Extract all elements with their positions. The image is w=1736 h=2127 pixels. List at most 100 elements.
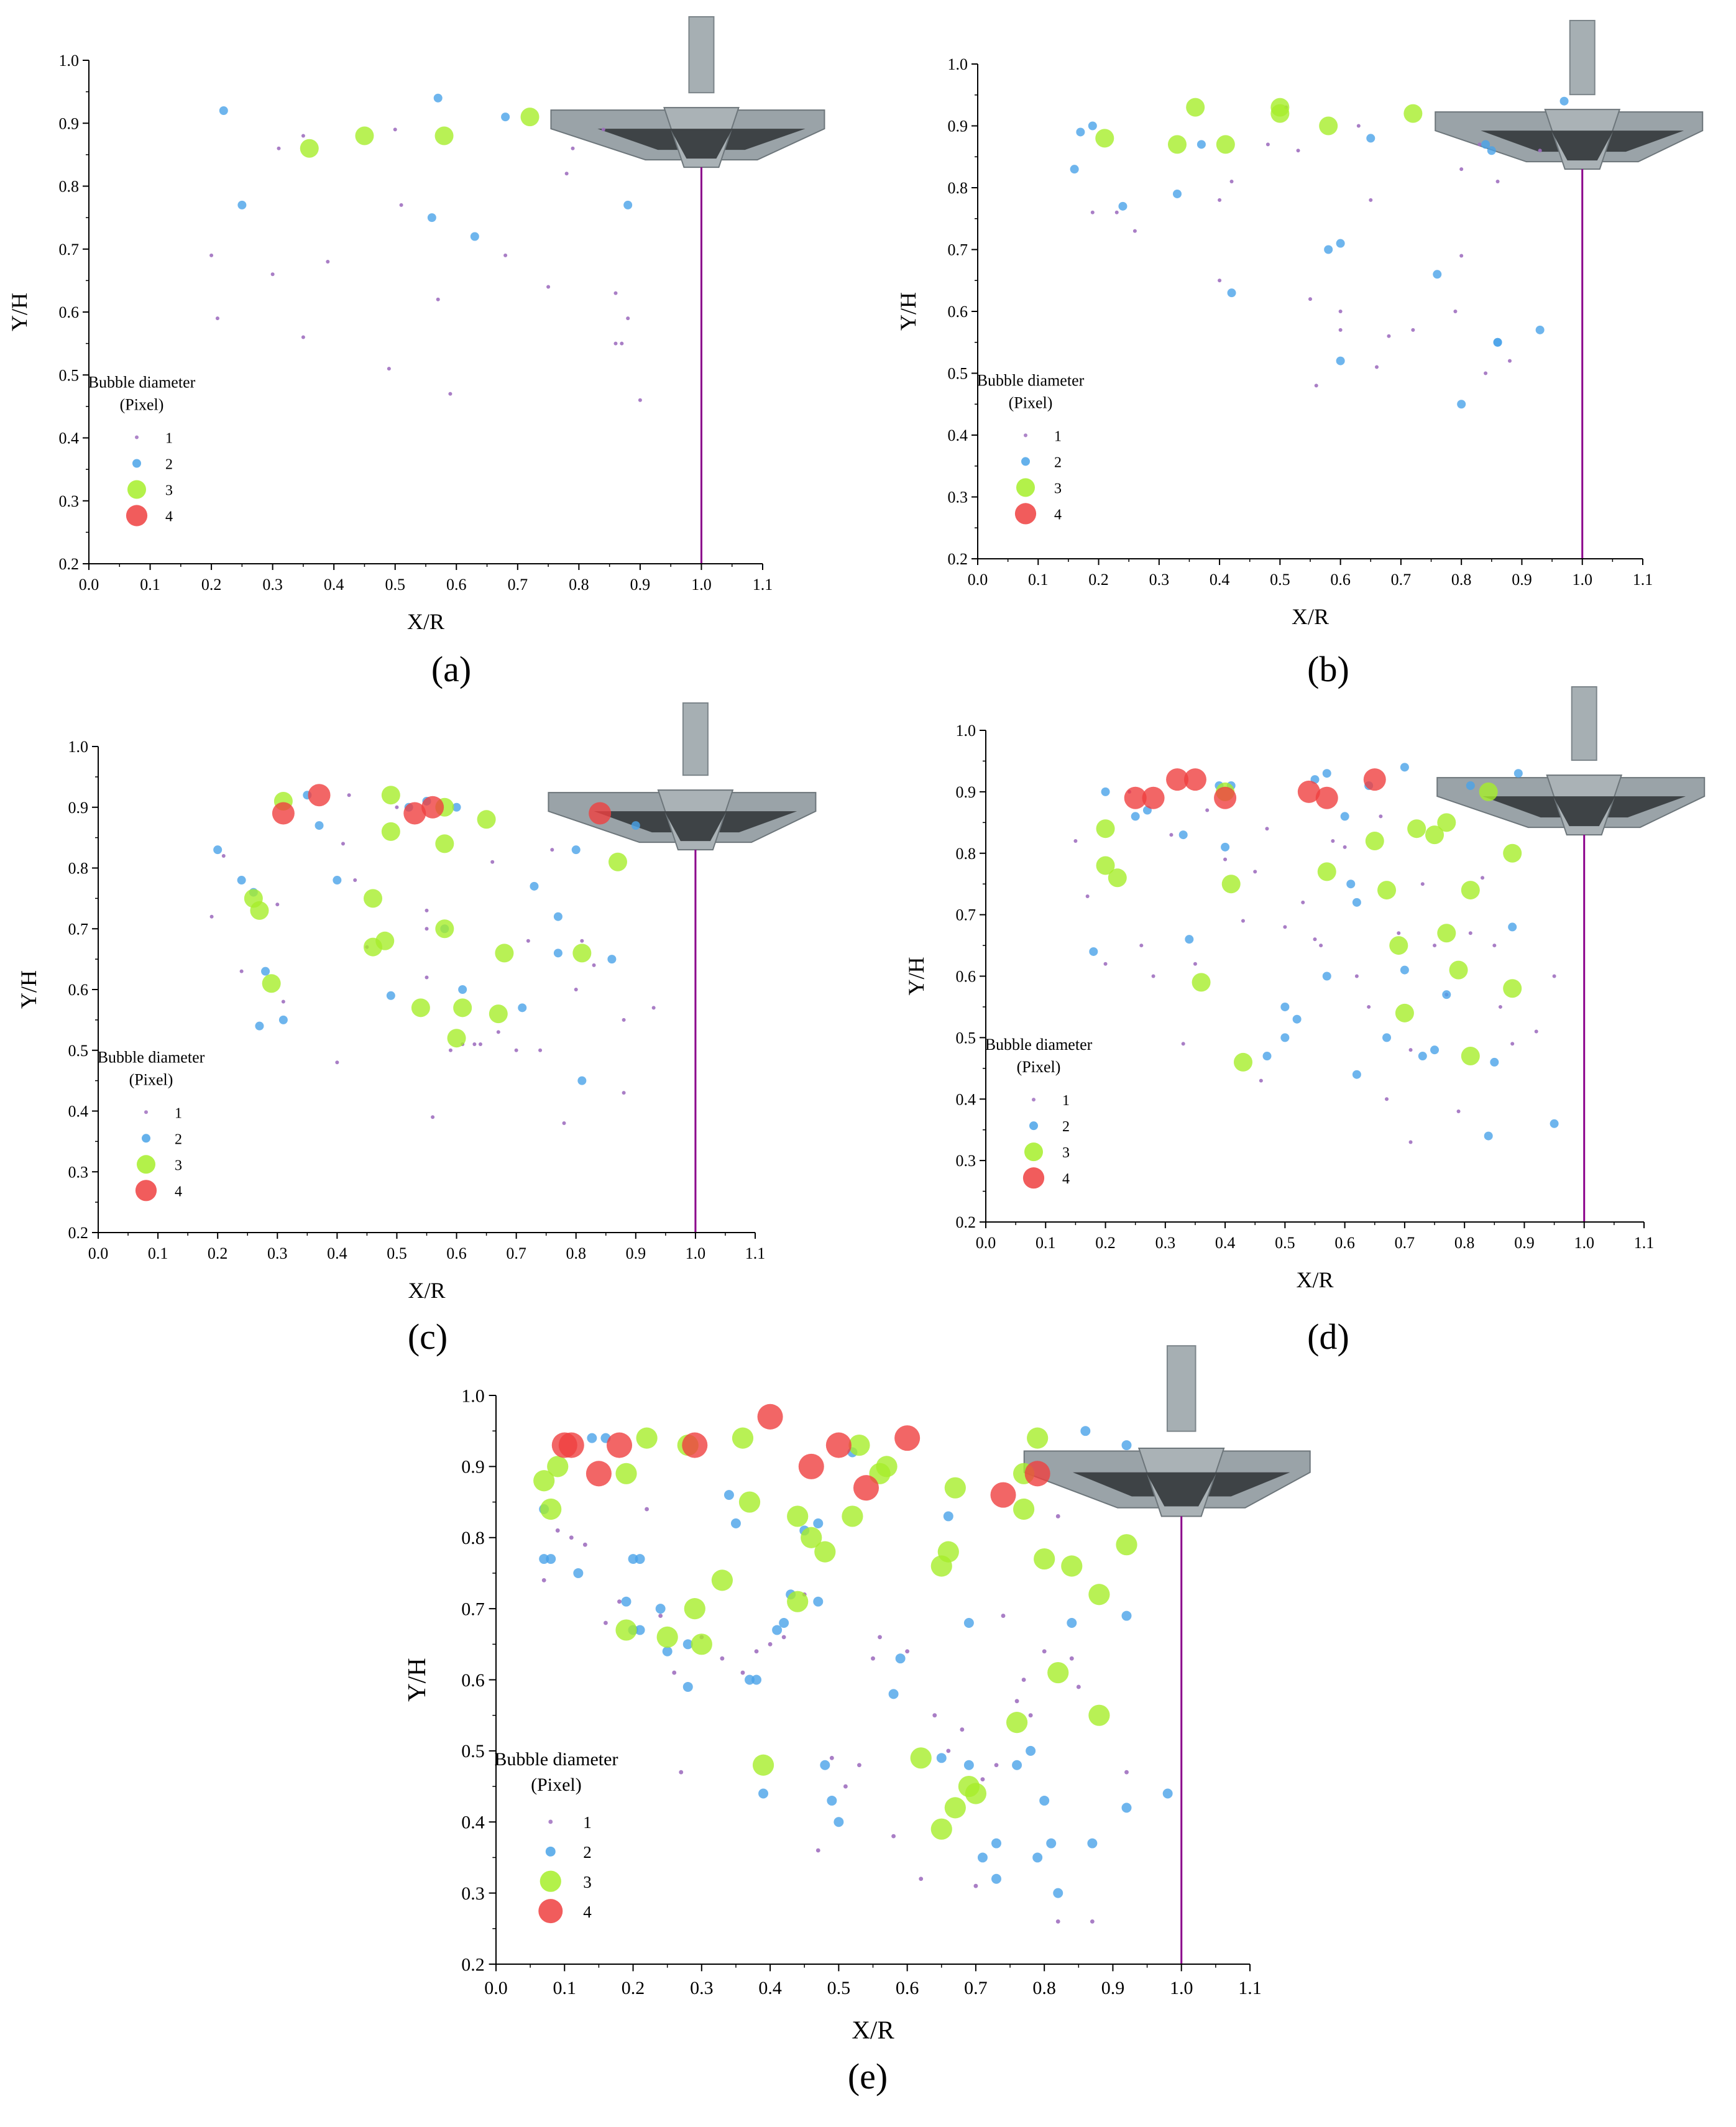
y-tick-label: 0.7 <box>461 1599 485 1619</box>
y-tick-label: 0.6 <box>948 303 968 321</box>
bubble-point <box>209 253 214 257</box>
impeller-icon <box>1435 20 1704 170</box>
x-tick-label: 0.2 <box>622 1978 645 1998</box>
bubble-point <box>530 881 539 891</box>
x-tick-label: 0.1 <box>140 576 160 594</box>
panel-label: (d) <box>1307 1316 1349 1357</box>
bubble-point <box>1510 1042 1515 1046</box>
bubble-point <box>738 1491 761 1513</box>
x-tick-label: 0.3 <box>262 576 283 594</box>
y-tick-label: 0.6 <box>59 303 80 321</box>
bubble-point <box>1218 198 1222 202</box>
bubble-point <box>1166 768 1189 791</box>
x-axis-label: X/R <box>1296 1267 1333 1292</box>
bubble-point <box>478 1042 482 1046</box>
bubble-point <box>546 285 551 289</box>
bubble-point <box>1132 229 1137 233</box>
bubble-point <box>308 784 331 807</box>
legend-label: 1 <box>175 1105 182 1121</box>
legend: Bubble diameter (Pixel) 1 2 3 4 <box>985 1036 1093 1189</box>
bubble-point <box>1070 165 1079 174</box>
bubble-point <box>301 134 305 138</box>
bubble-point <box>1375 365 1379 369</box>
bubble-point <box>1296 149 1300 153</box>
bubble-point <box>1006 1712 1028 1734</box>
bubble-point <box>1352 898 1361 907</box>
bubble-point <box>1487 146 1496 155</box>
bubble-point <box>315 821 324 830</box>
bubble-point <box>1314 384 1318 388</box>
legend-label: 2 <box>165 457 173 473</box>
bubble-point <box>651 1006 656 1010</box>
bubble-point <box>278 1015 288 1024</box>
bubble-point <box>1121 1610 1132 1621</box>
legend-marker-4 <box>538 1899 563 1924</box>
y-tick-label: 0.2 <box>948 550 968 568</box>
x-tick-label: 0.0 <box>968 571 988 589</box>
bubble-point <box>213 845 223 855</box>
bubble-point <box>1178 830 1188 840</box>
x-tick-label: 0.4 <box>324 576 344 594</box>
bubble-point <box>635 1554 645 1564</box>
x-tick-label: 0.4 <box>758 1978 782 1998</box>
bubble-point <box>1055 1919 1060 1924</box>
bubble-point <box>540 1498 562 1520</box>
x-tick-label: 0.0 <box>976 1234 996 1252</box>
bubble-point <box>381 786 400 805</box>
bubble-point <box>1087 1838 1098 1849</box>
bubble-point <box>608 852 627 871</box>
bubble-point <box>399 203 403 207</box>
bubble-point <box>1459 254 1464 258</box>
bubble-point <box>452 802 461 812</box>
bubble-point <box>355 126 374 145</box>
bubble-point <box>425 927 429 931</box>
bubble-point <box>1498 1004 1502 1009</box>
bubble-point <box>615 1463 637 1484</box>
bubble-point <box>843 1784 848 1789</box>
panel-label: (c) <box>408 1316 448 1357</box>
y-tick-label: 0.4 <box>948 426 968 444</box>
bubble-point <box>779 1618 789 1628</box>
bubble-point <box>571 146 575 150</box>
impeller-shaft <box>1166 1345 1196 1432</box>
bubble-point <box>1280 1002 1290 1011</box>
legend-marker-2 <box>142 1134 150 1143</box>
x-tick-label: 1.0 <box>686 1244 706 1262</box>
axes: 0.0 0.1 0.2 0.3 0.4 0.5 0.6 0.7 0.8 0.9 1.0 1.1 0.2 0… <box>896 55 1653 629</box>
y-tick-label: 0.9 <box>59 114 80 132</box>
x-tick-label: 1.0 <box>1170 1978 1193 1998</box>
bubble-point <box>1192 973 1211 992</box>
bubble-point <box>1124 1770 1129 1775</box>
bubble-point <box>1363 768 1386 791</box>
bubble-point <box>1034 1548 1055 1570</box>
bubble-point <box>871 1656 875 1661</box>
bubble-point <box>1411 328 1415 332</box>
bubble-point <box>1338 328 1343 332</box>
bubble-point <box>1397 931 1401 935</box>
y-tick-label: 1.0 <box>68 738 89 756</box>
bubble-point <box>711 1569 733 1591</box>
bubble-point <box>1301 900 1305 904</box>
bubble-point <box>250 901 269 920</box>
legend-label: 4 <box>1062 1171 1070 1187</box>
bubble-point <box>1088 1584 1110 1606</box>
x-tick-label: 0.0 <box>79 576 99 594</box>
y-tick-label: 0.5 <box>68 1042 89 1060</box>
bubble-point <box>375 931 395 950</box>
y-axis-label: Y/H <box>904 957 929 996</box>
bubble-point <box>1437 924 1456 943</box>
bubble-point <box>991 1873 1001 1884</box>
bubble-point <box>848 1434 870 1456</box>
bubble-point <box>577 1076 587 1085</box>
bubble-point <box>1346 880 1356 889</box>
legend-marker-4 <box>135 1180 157 1201</box>
series-3 <box>300 108 540 158</box>
y-tick-label: 0.6 <box>956 968 976 986</box>
bubble-point <box>1308 297 1312 301</box>
bubble-point <box>277 146 281 150</box>
bubble-point <box>1131 812 1140 821</box>
bubble-point <box>477 810 496 829</box>
bubble-point <box>606 1432 633 1458</box>
bubble-point <box>1479 782 1498 801</box>
